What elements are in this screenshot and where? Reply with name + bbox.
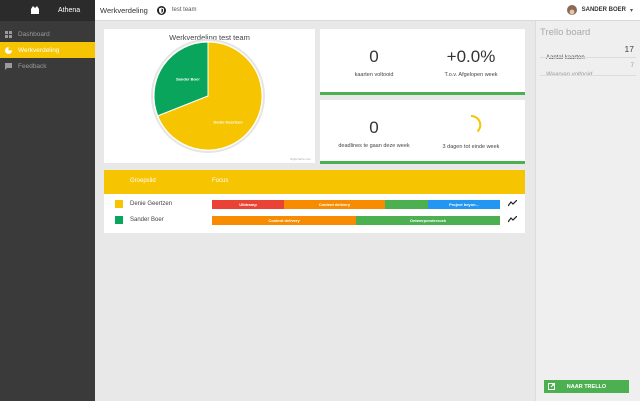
days-left-stat: 3 dagen tot einde week [421,112,521,150]
completed-stat: 0 kaarten voltooid [324,47,424,78]
open-trello-button[interactable]: NAAR TRELLO [544,380,629,393]
focus-column-header: Focus [212,178,229,184]
member-color-swatch [115,216,123,224]
chart-credit: Highcharts.com [290,157,311,161]
done-cards-value: 7 [630,63,634,69]
focus-segment[interactable]: Content delivery [212,216,356,225]
completed-value: 0 [369,47,379,66]
open-trello-label: NAAR TRELLO [566,383,607,390]
days-progress-arc [470,114,482,133]
completed-label: kaarten voltooid [354,72,394,78]
trello-panel: Trello board Aantal kaarten 17 Waarvan v… [535,21,640,401]
sidebar-nav: Dashboard Werkverdeling Feedback [0,26,95,74]
workload-pie-chart: Sander Boer Denie Geertzen [151,39,265,153]
user-menu[interactable]: SANDER BOER ▾ [566,5,633,15]
focus-segment[interactable]: Ontwerponderzoek [356,216,500,225]
focus-segment[interactable]: Project beyon... [427,200,500,209]
table-row[interactable]: Sander Boer Content delivery Ontwerponder… [104,214,525,228]
done-cards-row: Waarvan voltooid 7 [546,63,634,81]
deadlines-stat-card: 0 deadlines te gaan deze week 3 dagen to… [320,100,525,164]
total-cards-value: 17 [624,44,634,54]
topbar: Werkverdeling test team SANDER BOER ▾ [95,0,640,21]
member-name: Denie Geertzen [130,201,173,207]
shield-icon [156,5,166,15]
pie-slice-label: Sander Boer [176,76,200,81]
app-name: Athena [58,7,81,14]
deadlines-stat: 0 deadlines te gaan deze week [324,118,424,149]
avatar [566,5,577,15]
focus-bar: Content delivery Ontwerponderzoek [212,216,500,225]
days-left-label: 3 dagen tot einde week [442,144,500,150]
trend-icon[interactable] [508,200,517,207]
feedback-icon [5,62,12,70]
sidebar-item-werkverdeling[interactable]: Werkverdeling [0,42,95,58]
external-link-icon [548,383,555,390]
focus-bar: Uitdramp Content delivery Project beyon... [212,200,500,209]
total-cards-row: Aantal kaarten 17 [546,44,634,64]
page-title: Werkverdeling [100,5,148,15]
change-label: T.o.v. Afgelopen week [444,72,498,78]
sidebar-item-label: Dashboard [18,30,50,38]
sidebar-item-label: Werkverdeling [18,46,60,54]
owl-logo-icon [31,6,39,14]
sidebar-item-feedback[interactable]: Feedback [0,58,95,74]
change-value: +0.0% [446,47,496,66]
workload-pie-card: Werkverdeling test team Sander Boer Denie… [104,29,315,163]
member-color-swatch [115,200,123,208]
divider [540,75,636,76]
deadlines-label: deadlines te gaan deze week [338,143,410,149]
group-focus-table: Groepslid Focus Denie Geertzen Uitdramp C… [104,170,525,233]
deadlines-value: 0 [369,118,379,137]
member-name: Sander Boer [130,217,164,223]
brand[interactable]: Athena [0,0,95,21]
change-stat: +0.0% T.o.v. Afgelopen week [421,47,521,78]
trello-title: Trello board [540,27,591,38]
trend-icon[interactable] [508,216,517,223]
table-header: Groepslid Focus [104,170,525,194]
pie-ring [151,39,265,153]
sidebar-item-label: Feedback [18,62,47,70]
chevron-down-icon: ▾ [629,7,633,14]
sidebar: Athena Dashboard Werkverdeling Feedback [0,0,95,401]
completed-cards-stat-card: 0 kaarten voltooid +0.0% T.o.v. Afgelope… [320,29,525,95]
pie-slice-label: Denie Geertzen [214,120,244,125]
sidebar-item-dashboard[interactable]: Dashboard [0,26,95,42]
member-column-header: Groepslid [130,178,156,184]
pie-slice[interactable] [157,41,263,151]
divider [540,57,636,58]
total-cards-label: Aantal kaarten [546,55,585,61]
focus-segment[interactable]: Content delivery [284,200,385,209]
user-name: SANDER BOER [581,7,626,13]
pie-chart-icon [5,46,12,54]
table-row[interactable]: Denie Geertzen Uitdramp Content delivery P… [104,198,525,212]
focus-segment[interactable]: Uitdramp [212,200,284,209]
focus-segment[interactable] [384,200,428,209]
team-name[interactable]: test team [171,7,197,13]
dashboard-icon [5,30,12,38]
pie-title: Werkverdeling test team [169,33,250,42]
pie-slice[interactable] [153,41,209,117]
